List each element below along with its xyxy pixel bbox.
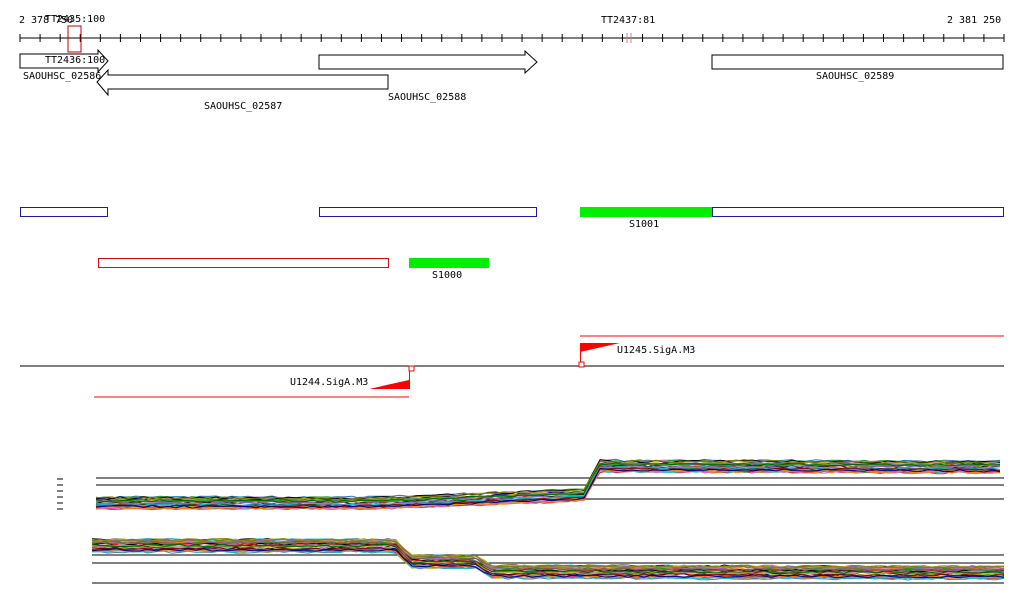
expression-profile-line	[91, 541, 1005, 572]
ruler-end-label: 2 381 250	[947, 15, 1002, 26]
expression-profile-line	[91, 548, 1005, 579]
expression-profiles-upper	[95, 458, 1001, 511]
expression-profiles-lower	[91, 537, 1005, 581]
promoter-u1244-flag[interactable]	[369, 380, 409, 389]
expression-profile-line	[91, 538, 1005, 569]
gene-label-02589[interactable]: SAOUHSC_02589	[816, 71, 895, 82]
gene-label-02586[interactable]: SAOUHSC_02586	[23, 71, 102, 82]
forward-segment-1[interactable]	[20, 207, 108, 217]
gene-arrows	[19, 48, 1004, 97]
promoter-label-u1245[interactable]: U1245.SigA.M3	[617, 345, 696, 356]
terminator-tt2436-label[interactable]: TT2436:100	[45, 55, 106, 66]
expression-profile-line	[91, 545, 1005, 576]
expression-profile-line	[95, 459, 1001, 500]
expression-profile-line	[95, 469, 1001, 510]
segment-label-s1001[interactable]: S1001	[629, 219, 660, 230]
ruler-start-label: 2 378 750	[19, 15, 74, 26]
promoter-shapes	[20, 335, 1004, 398]
gene-arrow-02589[interactable]	[711, 54, 1004, 70]
terminator-tt2437-label[interactable]: TT2437:81	[601, 15, 656, 26]
expression-profile-line	[91, 548, 1005, 579]
expression-profile-line	[92, 550, 1005, 581]
expression-profile-line	[95, 459, 1001, 500]
gene-arrow-02586[interactable]	[19, 48, 109, 74]
promoter-label-u1244[interactable]: U1244.SigA.M3	[290, 377, 369, 388]
gene-label-02587[interactable]: SAOUHSC_02587	[204, 101, 283, 112]
forward-segment-3[interactable]	[712, 207, 1004, 217]
reverse-segment-1[interactable]	[98, 258, 389, 268]
expression-profile-line	[95, 465, 1001, 506]
segment-s1000[interactable]	[409, 258, 489, 268]
terminator-tt2437-marker[interactable]	[626, 33, 632, 43]
expression-profile-line	[91, 546, 1005, 577]
promoter-u1245-flag[interactable]	[580, 343, 620, 352]
expression-profile-line	[95, 468, 1001, 509]
terminator-tt2435-label[interactable]: TT2435:100	[45, 14, 106, 25]
gene-arrow-02587[interactable]	[96, 68, 389, 97]
segment-s1001[interactable]	[580, 207, 712, 217]
gene-arrow-02588[interactable]	[318, 49, 538, 75]
ruler-axis	[19, 25, 1005, 53]
segment-label-s1000[interactable]: S1000	[432, 270, 463, 281]
expression-profile-line	[91, 543, 1005, 575]
forward-segment-2[interactable]	[319, 207, 537, 217]
expression-profile-line	[95, 462, 1001, 503]
terminator-tt2435-marker[interactable]	[67, 25, 82, 53]
gene-label-02588[interactable]: SAOUHSC_02588	[388, 92, 467, 103]
